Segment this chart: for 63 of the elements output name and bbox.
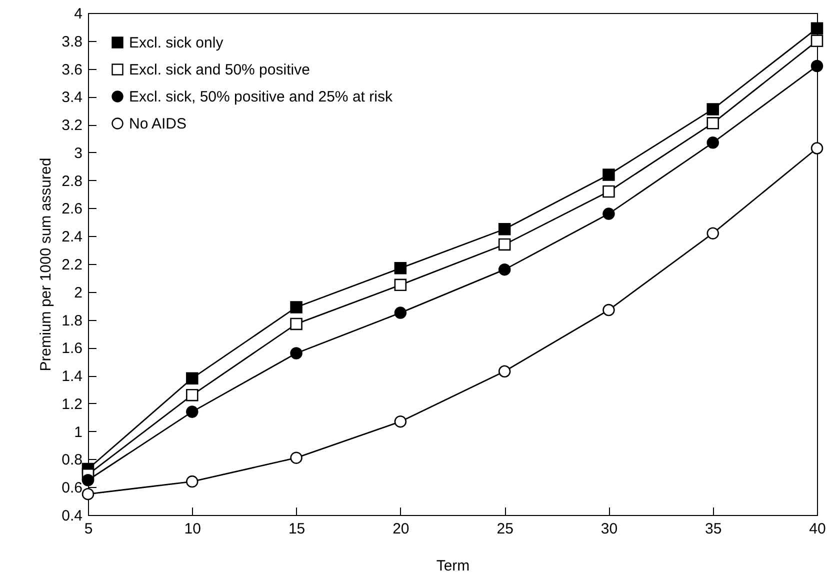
x-tick-label: 25 [496, 520, 514, 538]
y-tick-label: 4 [74, 6, 82, 22]
y-tick-label: 3 [74, 144, 82, 162]
point [498, 238, 511, 251]
x-tick-label: 30 [600, 520, 618, 538]
y-tick-label: 1.4 [62, 368, 82, 386]
point [498, 223, 511, 236]
point [498, 263, 511, 276]
y-tick-label: 1 [74, 424, 82, 441]
point [82, 474, 94, 486]
legend-label: No AIDS [129, 116, 187, 132]
legend-label: Excl. sick, 50% positive and 25% at risk [129, 88, 393, 106]
y-tick-label: 2 [74, 284, 82, 302]
point [394, 415, 407, 428]
y-tick-label: 3.4 [62, 89, 82, 106]
point [394, 306, 407, 319]
y-tick-label: 2.8 [62, 172, 82, 190]
point [602, 208, 615, 220]
point [602, 168, 615, 181]
point [810, 22, 824, 34]
legend-label: Excl. sick only [129, 34, 224, 52]
y-tick-label: 0.8 [62, 452, 82, 469]
point [290, 347, 302, 360]
y-tick-label: 3.8 [62, 33, 82, 50]
point [186, 372, 198, 384]
point [82, 488, 94, 500]
point [498, 365, 511, 378]
y-tick-label: 2.6 [62, 200, 82, 218]
point [186, 388, 198, 402]
point [290, 452, 302, 464]
x-tick-label: 20 [392, 520, 410, 538]
point [394, 262, 407, 274]
point [290, 318, 302, 330]
y-tick-label: 1.8 [62, 312, 82, 330]
x-tick-label: 15 [288, 520, 306, 538]
point [186, 475, 198, 488]
x-tick-label: 5 [84, 520, 93, 538]
point [602, 185, 615, 198]
y-tick-label: 1.2 [62, 396, 82, 413]
point [706, 136, 719, 149]
x-tick-label: 10 [184, 520, 201, 538]
point [394, 278, 407, 292]
y-tick-label: 0.6 [62, 480, 82, 497]
legend-label: Excl. sick and 50% positive [129, 62, 310, 78]
y-tick-label: 1.6 [62, 340, 82, 358]
y-tick-label: 3.2 [62, 117, 82, 134]
point [810, 142, 824, 154]
point [186, 406, 198, 418]
point [706, 103, 719, 116]
y-tick-label: 0.4 [62, 508, 82, 524]
x-axis-title: Term [436, 558, 470, 573]
y-tick-label: 3.6 [62, 61, 82, 78]
point [602, 304, 615, 316]
y-tick-label: 2.2 [62, 256, 82, 274]
x-tick-label: 40 [809, 520, 826, 538]
x-tick-label: 35 [705, 520, 722, 538]
point [810, 34, 824, 48]
point [810, 60, 824, 72]
point [706, 227, 719, 240]
point [706, 117, 719, 130]
y-axis-title: Premium per 1000 sum assured [38, 158, 55, 372]
point [290, 301, 302, 314]
y-tick-label: 2.4 [62, 228, 82, 246]
